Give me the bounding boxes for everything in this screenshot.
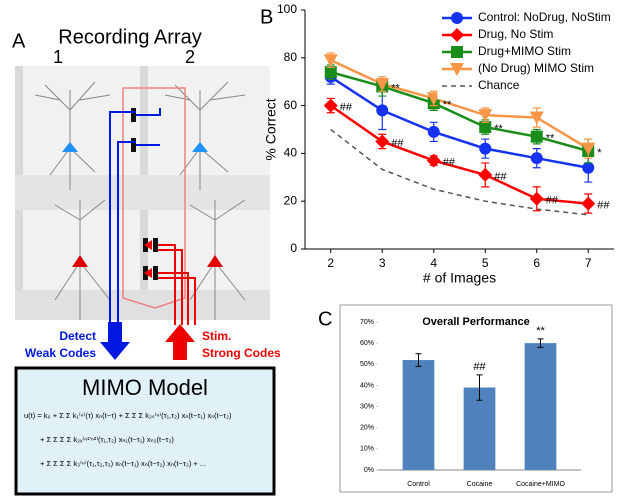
point-label: **: [546, 133, 555, 145]
y-tick-label: 40%: [360, 382, 374, 389]
marker: [478, 109, 493, 123]
marker: [323, 98, 338, 113]
bar: [463, 387, 496, 470]
equation-line: + Σ Σ Σ Σ k₃⁽ⁿ⁾(τ₁,τ₂,τ₃) xₙ(t−τ₁) xₙ(t−…: [40, 459, 206, 468]
series-line: [330, 59, 589, 150]
error-bar: [415, 353, 422, 367]
chart-title: Overall Performance: [422, 316, 530, 328]
bar: [402, 360, 435, 470]
y-axis-label: % Correct: [263, 98, 279, 160]
neuron-image: [15, 66, 270, 325]
detect-label: Detect: [59, 329, 96, 343]
marker: [323, 54, 338, 68]
marker: [375, 134, 390, 149]
series-line: [330, 75, 589, 169]
y-tick-label: 80: [284, 50, 298, 64]
marker: [581, 196, 596, 211]
x-tick-label: 6: [533, 256, 540, 270]
error-bar: [476, 374, 483, 401]
model-box: [14, 366, 276, 496]
y-tick-label: 70%: [360, 319, 374, 326]
legend-label: (No Drug) MIMO Stim: [478, 61, 594, 75]
marker: [451, 12, 463, 24]
y-tick-label: 60%: [360, 340, 374, 347]
array-title: Recording Array: [58, 26, 201, 48]
array-label: 1: [53, 47, 63, 67]
panel-label: A: [12, 30, 26, 52]
marker: [530, 130, 543, 143]
point-label: ##: [443, 156, 456, 168]
x-axis-label: # of Images: [423, 270, 496, 286]
point-label: **: [391, 82, 400, 94]
marker: [426, 153, 441, 168]
legend-label: Drug, No Stim: [478, 27, 553, 41]
marker: [530, 152, 543, 165]
panel-label: C: [318, 308, 332, 330]
marker: [426, 92, 441, 106]
marker: [529, 191, 544, 206]
x-tick-label: 5: [482, 256, 489, 270]
y-tick-label: 50%: [360, 361, 374, 368]
error-bar: [537, 338, 544, 348]
y-tick-label: 60: [284, 98, 298, 112]
y-tick-label: 0%: [364, 467, 374, 474]
detect-arrow: [100, 322, 130, 360]
point-label: ##: [494, 171, 507, 183]
x-tick-label: 4: [430, 256, 437, 270]
y-tick-label: 30%: [360, 403, 374, 410]
series-line: [330, 104, 589, 205]
x-tick-label: Control: [407, 481, 430, 488]
array-label: 2: [185, 47, 195, 67]
point-label: *: [597, 147, 602, 159]
marker: [479, 121, 492, 134]
y-tick-label: 0: [290, 241, 297, 255]
stim-arrow: [165, 324, 195, 360]
point-label: ##: [597, 199, 610, 211]
x-tick-label: 2: [327, 256, 334, 270]
marker: [582, 161, 595, 174]
point-label: ##: [546, 195, 559, 207]
x-tick-label: Cocaine: [467, 481, 493, 488]
marker: [478, 167, 493, 182]
legend-label: Drug+MIMO Stim: [478, 44, 571, 58]
value-annotation: **: [536, 325, 545, 337]
y-tick-label: 20%: [360, 425, 374, 432]
marker: [451, 46, 463, 58]
marker: [479, 142, 492, 155]
model-title: MIMO Model: [82, 375, 208, 400]
marker: [450, 28, 464, 42]
value-annotation: ##: [473, 361, 486, 373]
legend-label: Chance: [478, 78, 520, 92]
legend-box: [437, 7, 615, 100]
y-tick-label: 20: [284, 193, 298, 207]
marker: [581, 142, 596, 156]
marker: [529, 111, 544, 125]
marker: [427, 125, 440, 138]
stim-label: Strong Codes: [202, 346, 281, 360]
y-tick-label: 40: [284, 146, 298, 160]
point-label: **: [443, 99, 452, 111]
marker: [324, 66, 337, 79]
x-tick-label: 3: [379, 256, 386, 270]
point-label: **: [494, 123, 503, 135]
panel-label: B: [260, 6, 273, 28]
equation-line: u(t) = k₀ + Σ Σ k₁⁽ⁿ⁾(τ) xₙ(t−τ) + Σ Σ Σ…: [24, 411, 232, 420]
series-line: [330, 128, 589, 216]
point-label: ##: [340, 102, 353, 114]
series-line: [330, 70, 589, 153]
detect-label: Weak Codes: [25, 346, 96, 360]
legend-label: Control: NoDrug, NoStim: [478, 10, 611, 24]
marker: [376, 104, 389, 117]
y-tick-label: 100: [277, 2, 297, 16]
point-label: ##: [391, 137, 404, 149]
x-tick-label: 7: [585, 256, 592, 270]
x-tick-label: Cocaine+MIMO: [516, 481, 565, 488]
marker: [450, 63, 464, 76]
marker: [375, 78, 390, 92]
equation-line: + Σ Σ Σ Σ k₂ₓ⁽ⁿ¹'ⁿ²⁾(τ₁,τ₂) xₙ₁(t−τ₁) xₙ…: [40, 435, 174, 444]
y-tick-label: 10%: [360, 446, 374, 453]
stim-label: Stim.: [202, 329, 231, 343]
bar: [524, 343, 557, 470]
